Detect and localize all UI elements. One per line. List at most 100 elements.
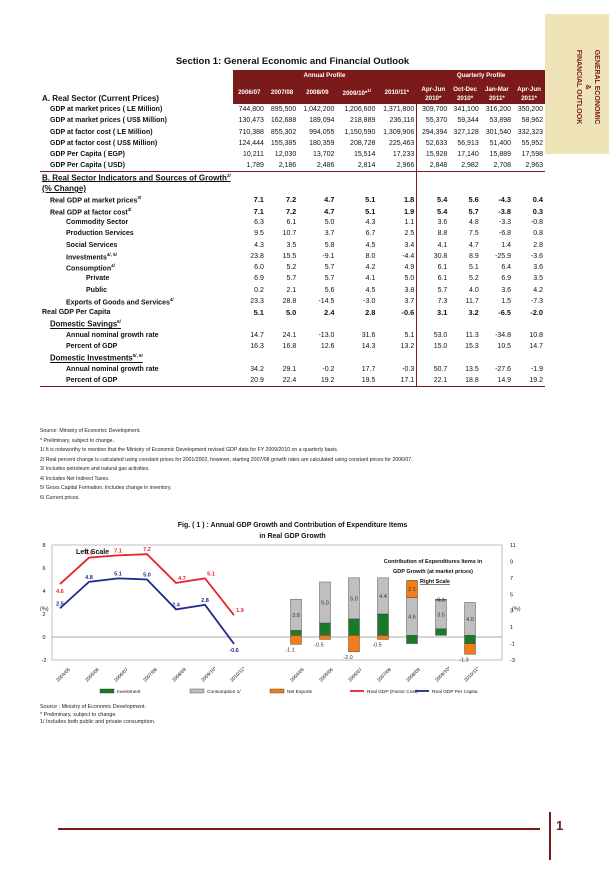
table-cell: 15,514: [353, 151, 376, 159]
right-axis-tick: 11: [510, 543, 516, 549]
table-cell: 7.2: [285, 195, 297, 205]
footnote-ref: 3/: [127, 206, 132, 212]
row-label: Domestic Savings6/: [50, 319, 121, 329]
x-axis-tick: 2007/08: [142, 667, 159, 684]
line-data-label: 4.6: [56, 589, 64, 595]
row-label: Real GDP Per Capita: [42, 309, 111, 317]
table-cell: 13.2: [400, 343, 415, 351]
table-cell: 2.5: [404, 230, 415, 238]
left-axis-tick: 4: [42, 589, 45, 595]
x-axis-tick: 2006/07: [113, 667, 130, 684]
table-cell: 1.1: [404, 219, 415, 226]
table-row: Commodity Sector 6.3 6.1 5.0 4.3 1.1 3.6 4.8 -3.…: [40, 216, 545, 229]
stacked-bar-segment: [348, 577, 360, 620]
table-cell: [481, 319, 513, 330]
row-label: GDP at market prices ( LE Million): [50, 106, 163, 114]
table-cell: 189,094: [309, 117, 335, 125]
net-exports-bar-label: -2.0: [343, 655, 352, 661]
row-label: Investments4/, 5/: [66, 251, 117, 262]
row-label: GDP at factor cost ( US$ Million): [50, 139, 158, 147]
table-cell: 17,233: [392, 151, 415, 159]
table-cell: -3.6: [530, 252, 543, 260]
table-cell: [481, 352, 513, 363]
table-cell: [416, 352, 450, 364]
table-cell: 15.0: [416, 341, 450, 353]
table-cell: 50.7: [416, 363, 450, 376]
table-cell: 5.1: [365, 206, 376, 216]
table-cell: -14.5: [318, 298, 335, 306]
table-cell: 4.3: [365, 219, 376, 226]
table-cell: 20.9: [232, 375, 266, 387]
stacked-bar-segment: [348, 635, 360, 652]
table-header-quarters: A. Real Sector (Current Prices) 2010* 201…: [40, 92, 545, 104]
table-cell: [377, 171, 417, 183]
table-cell: [233, 352, 266, 363]
row-label: Commodity Sector: [66, 219, 129, 226]
annual-year-header: 2006/07: [232, 81, 266, 104]
line-data-label: 2.8: [201, 598, 209, 604]
table-cell: 2,708: [493, 162, 512, 170]
row-label: Annual nominal growth rate: [66, 331, 159, 339]
table-cell: 13,702: [313, 151, 335, 159]
economic-outlook-table: Annual Profile Quarterly Profile 2006/07…: [40, 70, 545, 387]
footnote-ref: 3/: [137, 195, 142, 201]
table-cell: 5.0: [404, 275, 415, 283]
table-cell: 327,128: [453, 128, 479, 136]
table-cell: 10,211: [243, 151, 264, 159]
table-cell: 5.0: [285, 308, 297, 318]
table-cell: 13.5: [465, 365, 479, 373]
table-cell: 5.2: [469, 275, 479, 283]
table-cell: 15,928: [416, 149, 450, 161]
line-data-label: 7.1: [114, 548, 122, 554]
table-notes: Source: Ministry of Economic Development…: [40, 428, 545, 504]
line-data-label: 5.1: [207, 571, 215, 577]
table-cell: 2,186: [278, 162, 297, 170]
table-cell: -3.8: [498, 206, 512, 216]
table-cell: 7.1: [253, 195, 264, 205]
table-cell: 5.6: [324, 286, 335, 294]
table-cell: 5.2: [286, 264, 297, 272]
table-cell: 4.8: [469, 219, 479, 226]
chart-footnote: * Preliminary, subject to change.: [40, 711, 117, 718]
table-cell: 8.0: [365, 252, 376, 260]
row-label: Exports of Goods and Services4/: [66, 296, 174, 307]
table-cell: 1.9: [403, 206, 415, 216]
quarter-header: Jan-Mar: [480, 81, 514, 93]
table-cell: 3.8: [404, 286, 415, 294]
table-cell: 7.1: [253, 206, 264, 216]
chart-notes: Source : Ministry of Economic Developmen…: [40, 704, 155, 727]
table-cell: 17,140: [457, 151, 479, 159]
table-cell: 24.1: [282, 331, 297, 339]
table-row: Public 0.2 2.1 5.6 4.5 3.8 5.7 4.0 3.6 4.2: [40, 284, 545, 296]
table-cell: 16.8: [282, 343, 297, 351]
table-row: GDP Per Capita ( USD) 1,789 2,186 2,486 2,81…: [40, 160, 545, 172]
footnote: 1/ It is noteworthy to mention that the …: [40, 447, 339, 453]
table-cell: 5.4: [416, 205, 450, 217]
row-label: B. Real Sector Indicators and Sources of…: [40, 171, 233, 183]
table-cell: 5.7: [324, 264, 335, 272]
row-label: Social Services: [66, 241, 118, 249]
table-cell: 17.7: [361, 365, 376, 373]
table-cell: 56,913: [457, 139, 479, 147]
row-label: Percent of GDP: [66, 343, 118, 351]
side-tab-line1: GENERAL ECONOMIC: [593, 49, 600, 125]
real-gdp-factor-cost-line: [59, 553, 235, 616]
table-cell: [336, 183, 377, 194]
table-cell: 3.7: [324, 230, 335, 238]
footnote: 5/ Gross Capital Formation. Includes cha…: [40, 485, 172, 491]
net-exports-bar-label: -1.1: [285, 647, 294, 653]
table-cell: 17,598: [521, 151, 543, 159]
real-gdp-per-capita-line: [59, 577, 235, 645]
right-axis-tick: 5: [510, 592, 513, 598]
footnote-ref: 4/: [169, 296, 174, 302]
table-row: GDP Per Capita ( EGP) 10,211 12,030 13,702 1…: [40, 149, 545, 161]
table-cell: 4.2: [533, 286, 543, 294]
table-cell: 3.2: [468, 308, 479, 318]
figure-title: Fig. ( 1 ) : Annual GDP Growth and Contr…: [40, 520, 545, 542]
chart-footnote: 1/ Includes both public and private cons…: [40, 719, 156, 725]
table-cell: 162,688: [270, 117, 297, 125]
quarter-year-header: 2011*: [480, 92, 514, 104]
plot-area-frame: [51, 544, 503, 661]
table-cell: 18.8: [449, 375, 481, 387]
quarter-year-header: 2010*: [416, 92, 450, 104]
